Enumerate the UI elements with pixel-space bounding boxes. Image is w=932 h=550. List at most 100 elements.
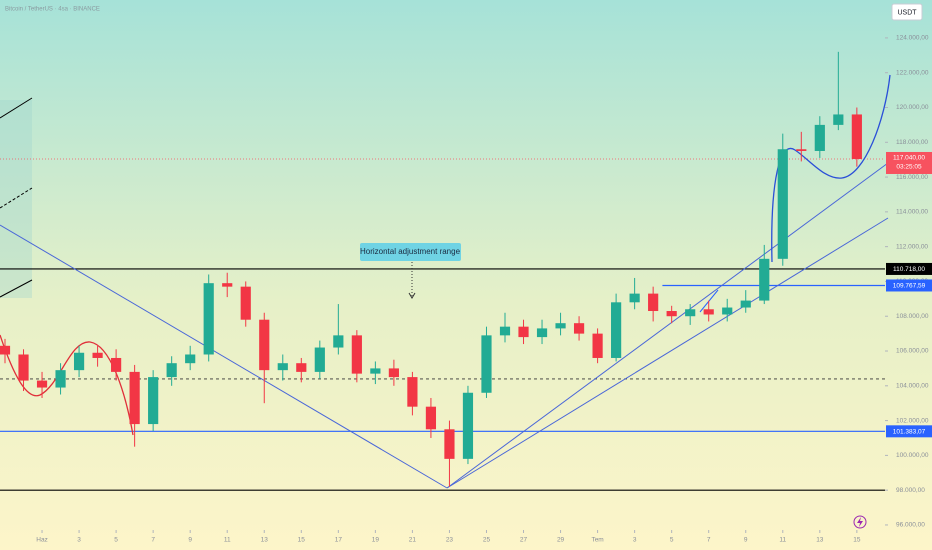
x-tick-label: 25	[483, 537, 491, 544]
x-tick-label: 7	[151, 537, 155, 544]
candle-body	[296, 363, 307, 372]
x-tick-label: 15	[853, 537, 861, 544]
candle-body	[425, 406, 437, 430]
y-tick-label: 116.000,00	[896, 174, 928, 181]
candle-body	[203, 283, 214, 355]
candle-body	[314, 347, 325, 372]
symbol-title: Bitcoin / TetherUS · 4sa · BINANCE	[5, 7, 100, 13]
x-tick-label: 13	[816, 537, 824, 544]
candle-body	[111, 357, 122, 372]
current-price-bg	[886, 151, 932, 174]
alert-icon[interactable]	[853, 515, 867, 529]
y-tick-label: 98.000,00	[896, 487, 925, 494]
x-tick-label: 3	[633, 537, 637, 544]
candle-body	[722, 307, 733, 315]
curve	[771, 74, 891, 263]
candle-body	[685, 309, 696, 317]
y-tick-label: 120.000,00	[896, 104, 929, 111]
candle-body	[611, 302, 622, 358]
x-tick-label: 5	[114, 537, 118, 544]
x-tick-label: Haz	[36, 537, 48, 544]
candle-body	[462, 392, 474, 459]
candle-body	[629, 293, 640, 303]
level-label: 110.718,00	[893, 266, 925, 273]
candle-body	[92, 352, 103, 358]
x-tick-label: 21	[409, 537, 417, 544]
y-tick-label: 104.000,00	[896, 383, 929, 390]
countdown: 03:25:05	[896, 164, 922, 171]
x-tick-label: 11	[224, 537, 231, 544]
x-tick-label: 13	[261, 537, 269, 544]
drawings	[0, 74, 891, 489]
x-tick-label: 15	[298, 537, 306, 544]
candle-body	[592, 333, 603, 358]
candle-body	[499, 326, 511, 336]
x-tick-label: 17	[335, 537, 343, 544]
y-tick-label: 102.000,00	[896, 417, 929, 424]
x-tick-label: 29	[557, 537, 565, 544]
shaded-zone	[0, 100, 32, 298]
level-label-bg	[886, 425, 932, 438]
x-tick-label: 9	[744, 537, 748, 544]
candle-body	[777, 149, 788, 259]
x-tick-label: 27	[520, 537, 528, 544]
candle-body	[555, 323, 566, 329]
candle-body	[222, 283, 233, 287]
candle-body	[240, 286, 251, 320]
x-tick-label: Tem	[591, 537, 603, 544]
alert-icon-bolt	[857, 517, 863, 527]
candle-body	[351, 335, 362, 374]
annotation-box	[360, 243, 461, 261]
candle-body	[148, 377, 159, 425]
level-label-bg	[886, 262, 932, 275]
candle-body	[370, 368, 381, 374]
level-label: 101.383,07	[893, 429, 926, 436]
candle-body	[796, 149, 807, 151]
arrow-head	[408, 292, 416, 299]
candle-body	[185, 354, 196, 364]
level-label: 109.767,59	[893, 283, 926, 290]
y-tick-label: 118.000,00	[896, 139, 928, 146]
annotation: Horizontal adjustment range	[360, 247, 461, 256]
trend-line	[0, 224, 448, 489]
candle-body	[55, 370, 66, 388]
trend-line	[0, 187, 33, 209]
candle-body	[814, 124, 825, 151]
y-tick-label: 100.000,00	[896, 452, 929, 459]
x-tick-label: 19	[372, 537, 380, 544]
level-label-bg	[886, 279, 932, 292]
y-tick-label: 122.000,00	[896, 69, 929, 76]
candle-body	[666, 311, 677, 317]
trend-line	[0, 279, 33, 298]
candle-body	[388, 368, 399, 378]
candle-body	[277, 363, 288, 371]
currency-button[interactable]	[891, 3, 923, 21]
currency-button-label[interactable]: USDT	[897, 9, 917, 16]
current-price-label: 117.040,00	[893, 155, 925, 162]
trend-line	[0, 97, 33, 119]
x-tick-label: 5	[670, 537, 674, 544]
candle-body	[518, 326, 529, 338]
candle-body	[740, 300, 751, 308]
y-tick-label: 106.000,00	[896, 348, 929, 355]
candle-body	[481, 335, 492, 393]
candle-body	[407, 377, 418, 407]
candle-body	[333, 335, 344, 348]
candle-body	[129, 371, 140, 425]
candle-body	[259, 319, 270, 371]
candle-body	[36, 380, 48, 388]
candle-body	[18, 354, 29, 381]
candle-body	[703, 309, 714, 315]
y-tick-label: 108.000,00	[896, 313, 929, 320]
candle-body	[759, 258, 770, 301]
y-tick-label: 112.000,00	[896, 243, 928, 250]
candle-body	[648, 293, 659, 312]
candle-body	[0, 345, 11, 355]
trend-line	[446, 217, 889, 489]
y-tick-label: 114.000,00	[896, 209, 928, 216]
candle-body	[851, 114, 862, 159]
x-tick-label: 9	[188, 537, 192, 544]
x-tick-label: 7	[707, 537, 711, 544]
